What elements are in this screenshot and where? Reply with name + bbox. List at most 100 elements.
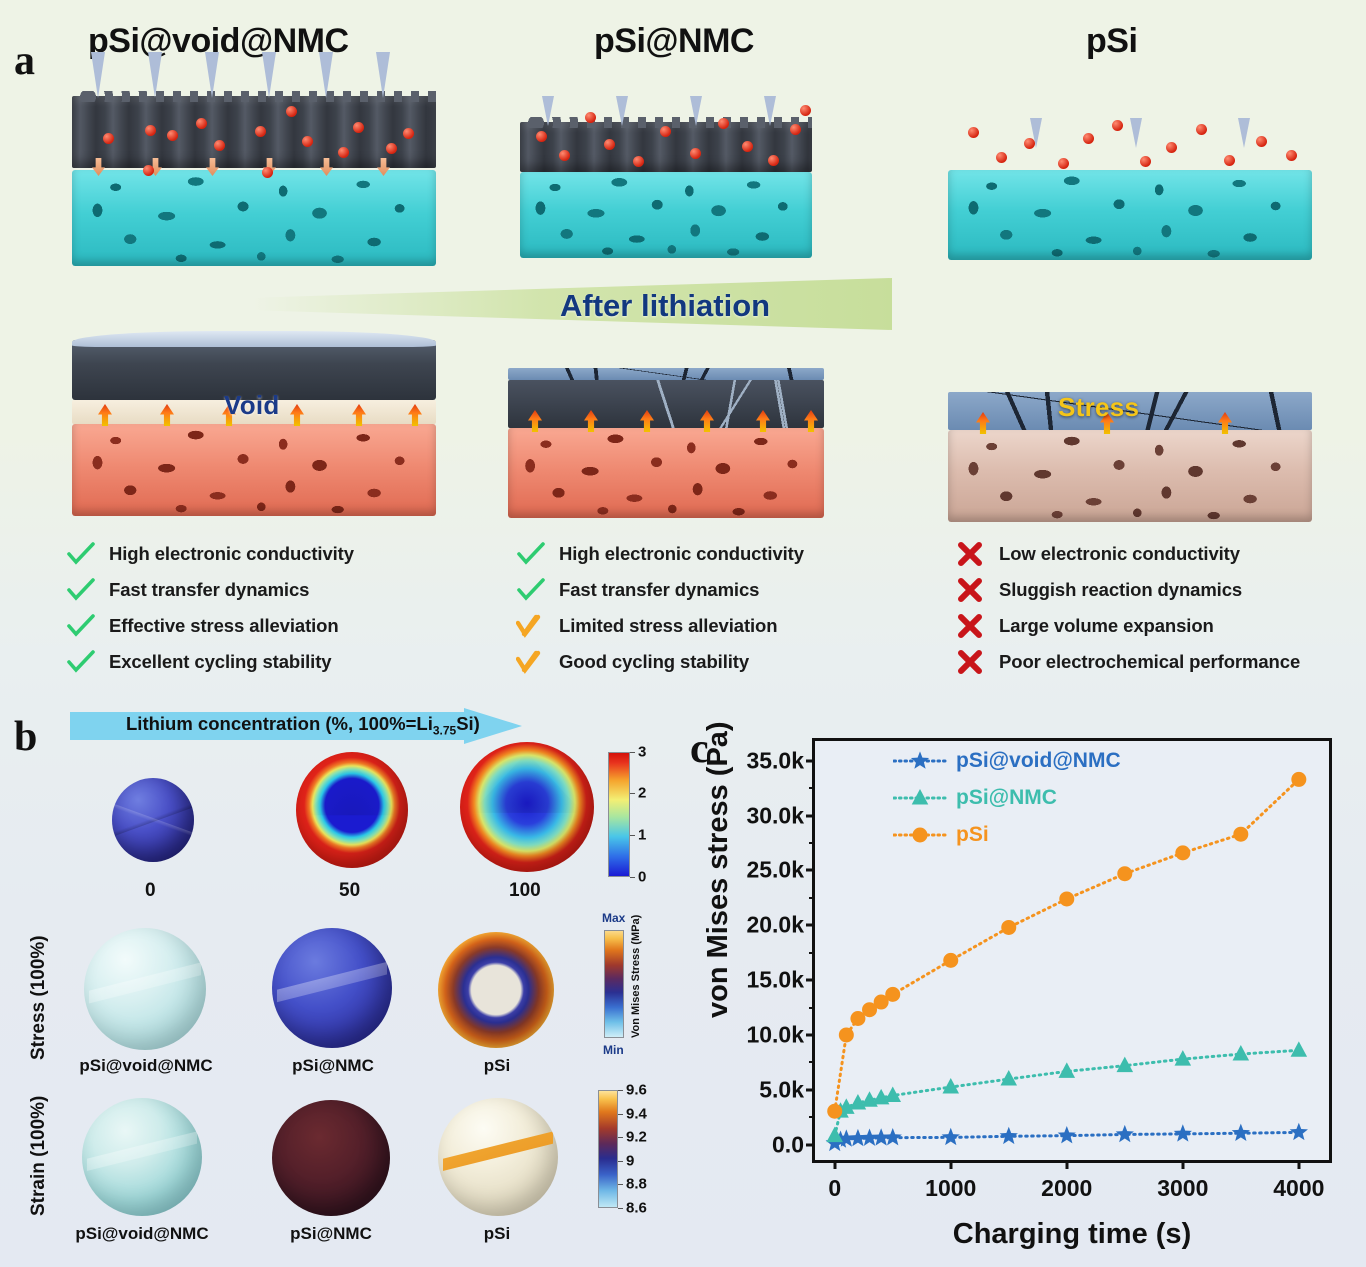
colorbar-gradient [604,930,624,1038]
row-label-strain: Strain (100%) [28,1095,49,1216]
chart-data-point [1233,826,1249,842]
lithium-ion-icon [338,147,349,158]
chart-data-point [1174,1050,1192,1066]
bullet-text: Limited stress alleviation [559,615,778,636]
bullet-row: Fast transfer dynamics [66,572,354,608]
lithium-ion-icon [286,106,297,117]
li-flux-spike-icon [376,52,390,98]
chart-x-tick-label: 1000 [925,1175,977,1201]
chart-data-point [1059,891,1075,907]
colorbar-concentration: 3 2 1 0 [608,744,646,886]
colorbar-tick-mark [618,1137,623,1139]
check-green-icon [516,577,546,603]
li-label-post: Si) [456,713,480,734]
concentration-value-50: 50 [339,880,361,901]
lithium-ion-icon [660,126,671,137]
stress-label: Stress [1058,392,1140,422]
lithium-ion-icon [196,118,207,129]
chart-legend-item[interactable]: pSi@NMC [892,785,1057,811]
chart-series-line [833,1048,1301,1138]
panel-label-a: a [14,38,35,84]
lithium-ion-icon [1058,158,1069,169]
nmc-intact-shell [72,331,436,400]
bullet-row: Sluggish reaction dynamics [956,572,1300,608]
chart-x-tick-mark [1297,1160,1301,1169]
lithium-ion-icon [536,131,547,142]
colorbar-tick-label: 9 [626,1152,635,1170]
chart-data-point [1057,1126,1076,1144]
colorbar-tick-3: 3 [638,743,647,761]
chart-data-point [838,1027,854,1043]
lithium-ion-icon [103,133,114,144]
colorbar-tick-mark [618,1160,623,1162]
stress-sphere-label-1: pSi@void@NMC [79,1056,213,1075]
li-flux-spike-icon [690,96,702,126]
strain-sphere-psi-nmc [272,1100,390,1216]
strain-sphere-psi [438,1098,558,1216]
chart-y-tick-label: 15.0k [746,966,804,993]
bullet-text: High electronic conductivity [109,543,354,564]
chart-data-point [1231,1123,1250,1141]
chart-y-tick-mark [806,1143,815,1147]
lithium-ion-icon [800,105,811,116]
bullet-text: Large volume expansion [999,615,1214,636]
chart-y-tick-mark [806,1088,815,1092]
panel-a-column-title-2: pSi@NMC [594,22,754,60]
chart-data-point [1232,1045,1250,1061]
lithium-ion-icon [1256,136,1267,147]
colorbar-min-label: Min [603,1043,624,1057]
degraded-psi-slab [948,430,1312,522]
chart-y-tick-label: 20.0k [746,911,804,938]
chart-y-minor-tick [809,1006,815,1009]
lithium-ion-icon [790,124,801,135]
nmc-surface-layer [508,368,824,380]
chart-data-point [941,1127,960,1146]
li-flux-spike-icon [319,52,333,98]
panel-a-column-title-3: pSi [1086,22,1138,60]
chart-data-point [1000,1070,1018,1086]
chart-data-point [942,1078,960,1094]
arrow-body [70,712,468,740]
chart-y-minor-tick [809,787,815,790]
stress-sphere-label-3: pSi [483,1056,511,1075]
chart-y-minor-tick [809,1116,815,1119]
after-lithiation-label: After lithiation [560,288,771,323]
chart-y-tick-label: 25.0k [746,856,804,883]
li-flux-spike-icon [262,52,276,98]
panel-label-b: b [14,714,38,760]
chart-data-point [1117,866,1133,882]
colorbar-stress: Max Min Von Mises Stress (MPa) [602,911,642,1057]
chart-legend-item[interactable]: pSi [892,822,989,848]
chart-data-point [1116,1056,1134,1073]
stress-sphere-label-2: pSi@NMC [292,1056,374,1075]
chart-x-tick-label: 3000 [1157,1175,1209,1201]
chart-legend-item[interactable]: pSi@void@NMC [892,748,1121,774]
chart-data-point [861,1091,878,1107]
chart-data-point [1291,771,1307,787]
legend-label: pSi@void@NMC [956,748,1121,772]
colorbar-tick-mark [618,1090,623,1091]
lithium-ion-icon [585,112,596,123]
von-mises-stress-chart: 0.0 5.0k 10.0k 15.0k 20.0k 25.0k 30.0k 35.0k 0 10… [746,738,1332,1201]
chart-x-axis-title: Charging time (s) [952,1218,1192,1250]
li-flux-spike-icon [205,52,219,98]
lithium-ion-icon [718,118,729,129]
chart-x-tick-mark [833,1160,837,1169]
bullet-row: High electronic conductivity [66,536,354,572]
chart-x-tick-label: 2000 [1041,1175,1093,1201]
lithium-ion-icon [768,155,779,166]
chart-y-tick-label: 10.0k [746,1021,804,1048]
colorbar-tick-label: 9.6 [626,1081,647,1099]
chart-data-point [1173,1124,1192,1142]
check-amber-icon [516,649,546,675]
stress-sphere-psi-void-nmc [84,928,206,1050]
lithium-ion-icon [1140,156,1151,167]
bullet-text: Excellent cycling stability [109,651,332,672]
porous-si-slab [520,172,812,258]
chart-data-point [910,751,930,769]
chart-y-tick-mark [806,759,815,763]
chart-y-tick-mark [806,1033,815,1037]
chart-x-tick-label: 0 [828,1175,842,1201]
lithium-ion-icon [1083,133,1094,144]
void-label: Void [224,390,280,420]
